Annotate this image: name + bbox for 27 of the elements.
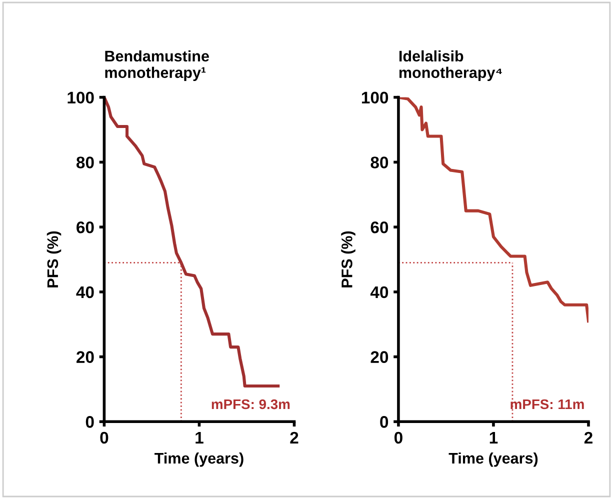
y-tick-label: 0 xyxy=(86,416,94,428)
annotation: mPFS: 9.3m xyxy=(212,399,290,410)
y-tick-label: 40 xyxy=(76,286,94,298)
y-tick-label: 60 xyxy=(370,221,388,234)
y-axis-title: PFS (%) xyxy=(341,231,356,288)
chart-title: Bendamustine monotherapy¹ xyxy=(105,50,209,82)
y-tick-label: 100 xyxy=(68,92,94,104)
y-tick-label: 80 xyxy=(76,156,94,168)
chart-title: Idelalisib monotherapy⁴ xyxy=(399,50,502,82)
annotation: mPFS: 11m xyxy=(510,399,584,410)
line-series xyxy=(104,97,280,388)
y-tick-label: 100 xyxy=(362,92,388,104)
y-tick-label: 80 xyxy=(370,156,388,168)
x-tick-label: 0 xyxy=(394,432,402,444)
x-axis-title: Time (years) xyxy=(154,452,244,467)
x-tick-label: 2 xyxy=(584,432,592,444)
x-tick-label: 0 xyxy=(100,432,108,444)
y-tick-label: 0 xyxy=(380,416,388,428)
y-tick-label: 20 xyxy=(76,351,94,363)
y-axis-title: PFS (%) xyxy=(46,231,62,288)
y-tick-label: 60 xyxy=(76,221,94,234)
x-tick-label: 2 xyxy=(290,432,298,444)
y-tick-label: 40 xyxy=(370,286,388,298)
x-tick-label: 1 xyxy=(490,432,498,444)
y-tick-label: 20 xyxy=(370,351,388,363)
x-tick-label: 1 xyxy=(196,432,204,444)
x-axis-title: Time (years) xyxy=(448,452,538,467)
